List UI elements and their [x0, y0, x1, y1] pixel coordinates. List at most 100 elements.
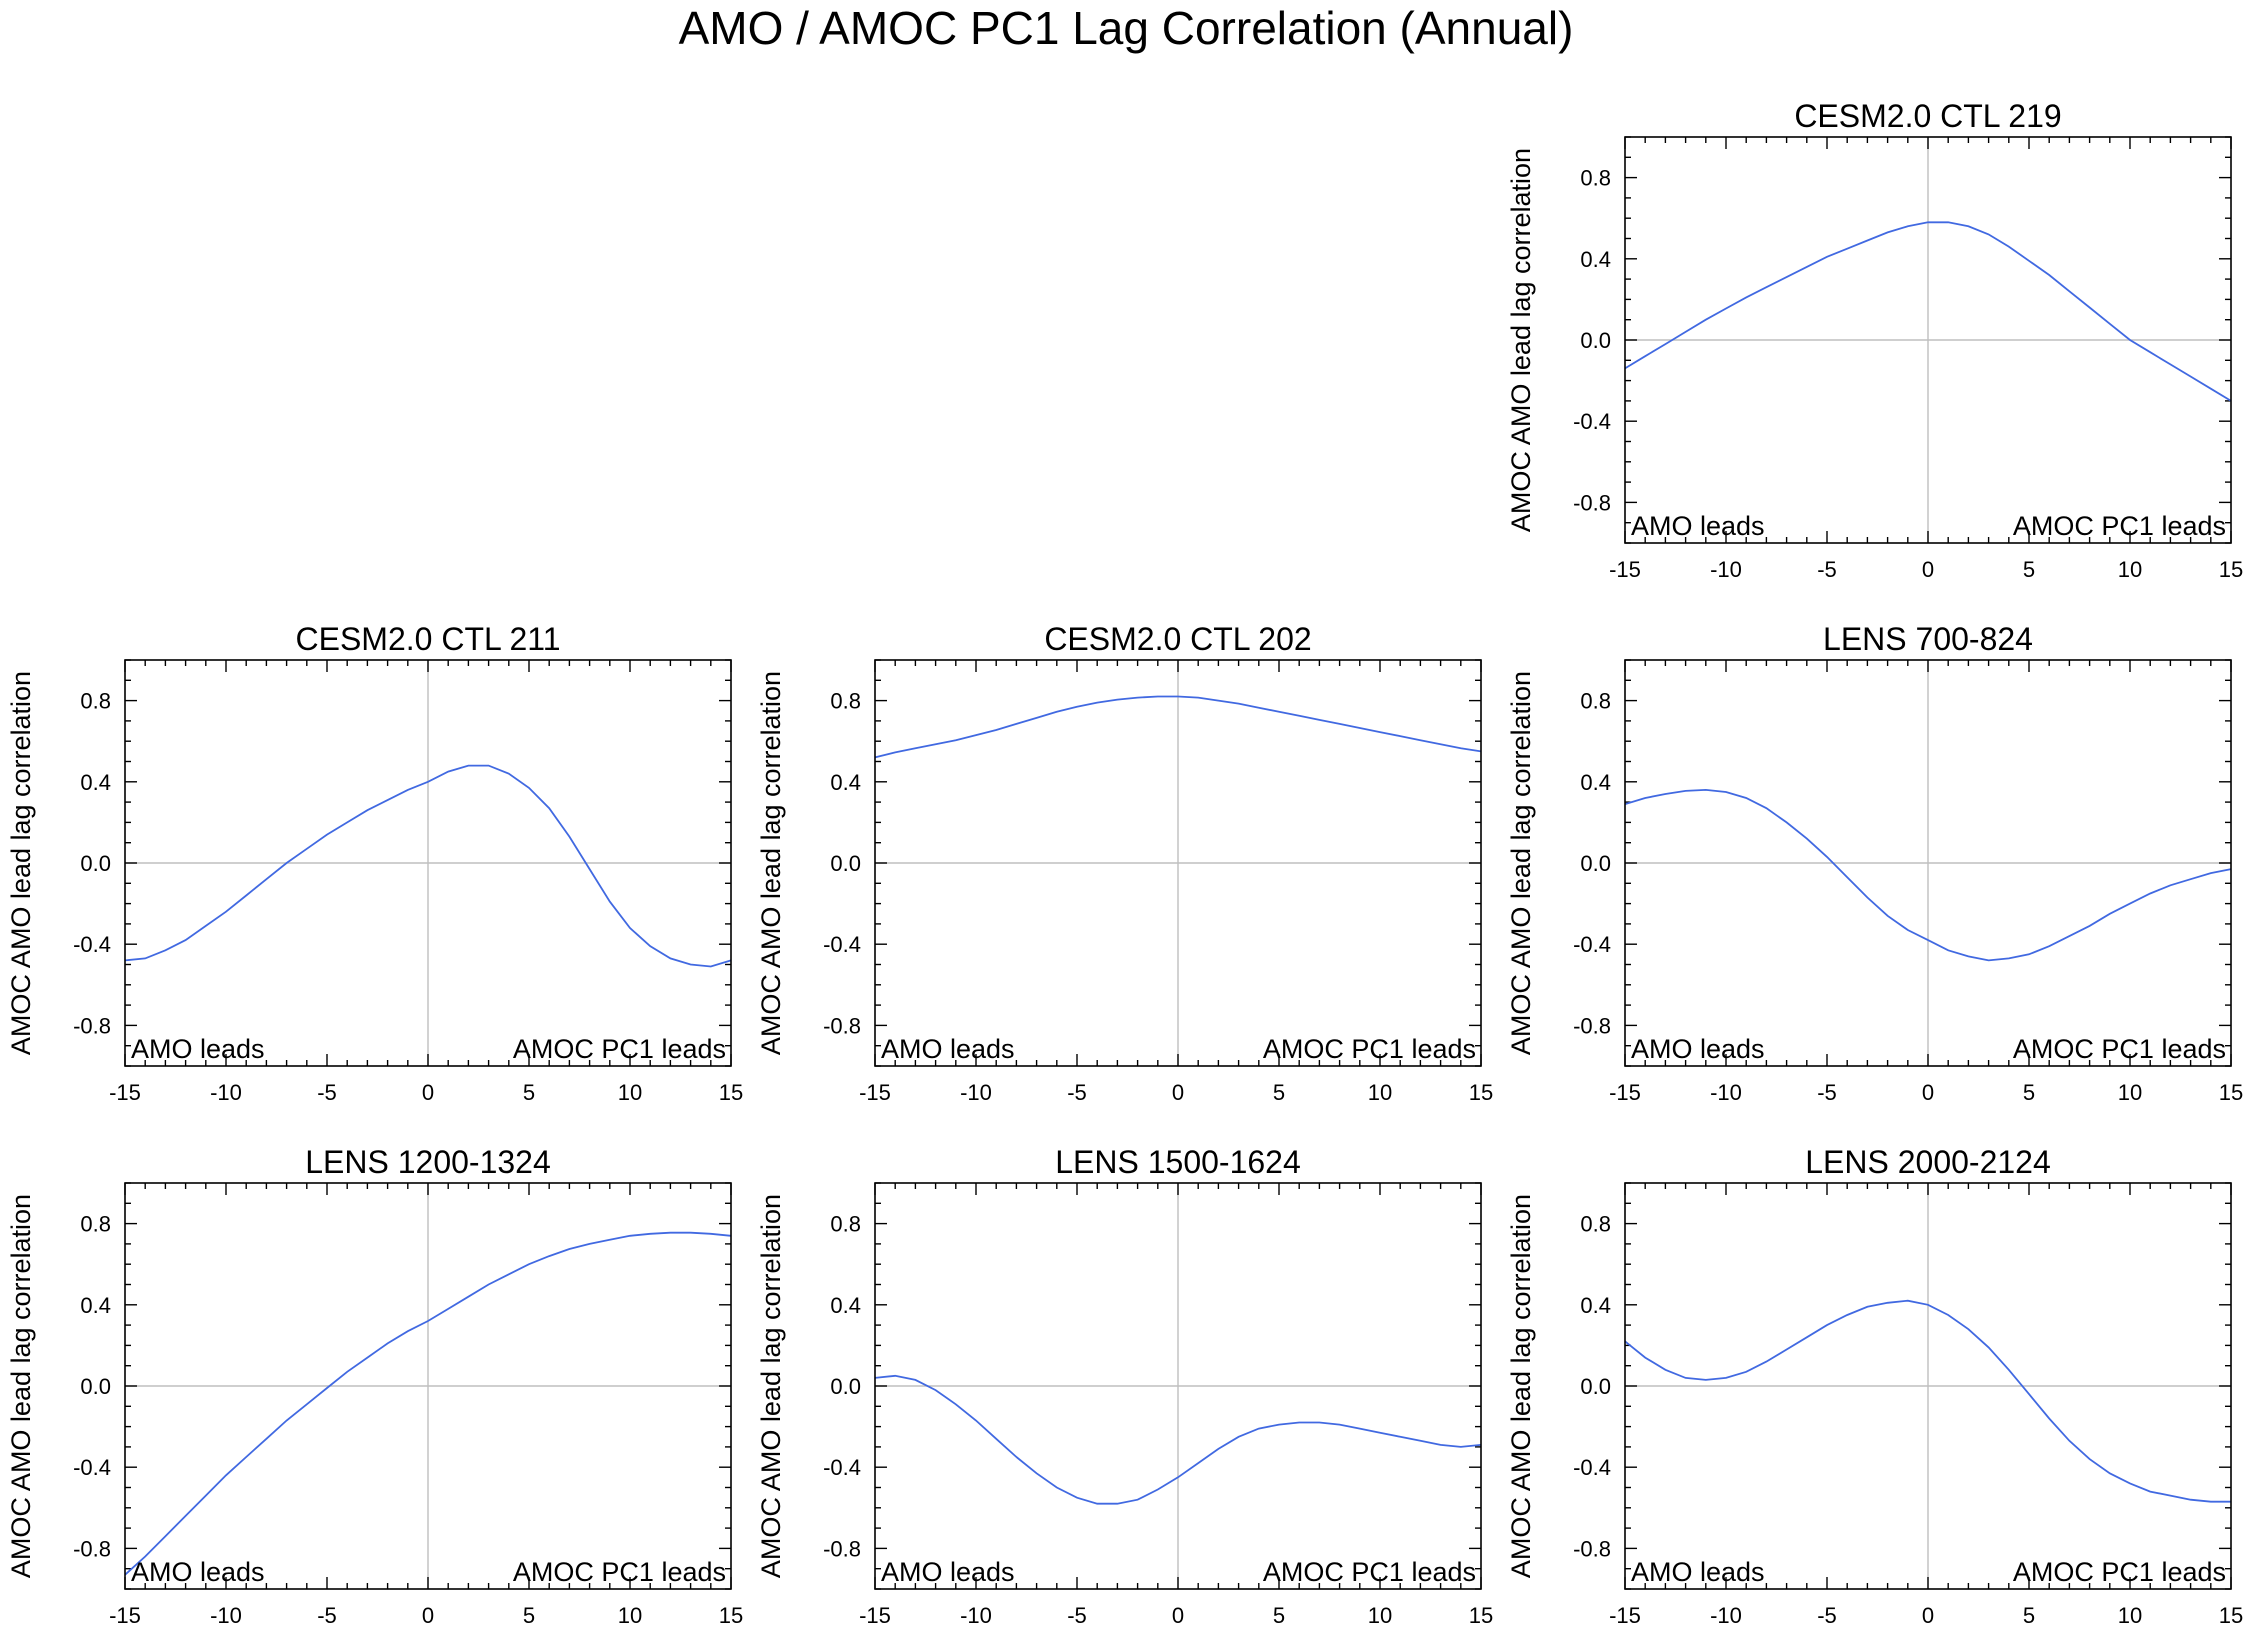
x-tick-label: -5	[317, 1080, 337, 1105]
y-axis-label: AMOC AMO lead lag correlation	[1506, 148, 1536, 532]
y-tick-label: -0.4	[1573, 1455, 1611, 1480]
y-tick-label: 0.4	[80, 1293, 111, 1318]
panel-title: LENS 2000-2124	[1805, 1144, 2051, 1180]
panel-title: CESM2.0 CTL 202	[1044, 621, 1311, 657]
x-tick-label: 5	[2023, 1603, 2035, 1628]
x-tick-label: -15	[1609, 1603, 1641, 1628]
y-axis-label: AMOC AMO lead lag correlation	[6, 671, 36, 1055]
y-tick-label: 0.8	[1580, 689, 1611, 714]
y-tick-label: 0.4	[830, 1293, 861, 1318]
x-tick-label: -10	[210, 1080, 242, 1105]
x-tick-label: 10	[2118, 1080, 2142, 1105]
y-axis-label: AMOC AMO lead lag correlation	[756, 671, 786, 1055]
annotation-amoc-pc1-leads: AMOC PC1 leads	[513, 1034, 726, 1064]
annotation-amoc-pc1-leads: AMOC PC1 leads	[1263, 1034, 1476, 1064]
x-tick-label: 10	[2118, 557, 2142, 582]
y-tick-label: -0.8	[823, 1013, 861, 1038]
y-axis-label: AMOC AMO lead lag correlation	[1506, 1194, 1536, 1578]
y-tick-label: -0.4	[73, 932, 111, 957]
y-tick-label: 0.8	[830, 689, 861, 714]
y-tick-label: -0.8	[73, 1013, 111, 1038]
x-tick-label: 15	[1469, 1603, 1493, 1628]
x-tick-label: 10	[1368, 1080, 1392, 1105]
x-tick-label: 0	[422, 1080, 434, 1105]
annotation-amoc-pc1-leads: AMOC PC1 leads	[2013, 1557, 2226, 1587]
panel-title: LENS 1200-1324	[305, 1144, 551, 1180]
y-tick-label: 0.0	[1580, 1374, 1611, 1399]
x-tick-label: 5	[1273, 1603, 1285, 1628]
plot-frame	[874, 659, 1482, 1067]
x-tick-label: 0	[1922, 1080, 1934, 1105]
y-tick-label: 0.0	[80, 851, 111, 876]
annotation-amoc-pc1-leads: AMOC PC1 leads	[1263, 1557, 1476, 1587]
x-tick-label: 15	[2219, 1603, 2243, 1628]
x-tick-label: 0	[1172, 1603, 1184, 1628]
y-axis-label: AMOC AMO lead lag correlation	[756, 1194, 786, 1578]
y-tick-label: 0.8	[830, 1212, 861, 1237]
x-tick-label: -15	[109, 1603, 141, 1628]
y-tick-label: -0.4	[73, 1455, 111, 1480]
y-tick-label: 0.8	[1580, 1212, 1611, 1237]
series-line	[1624, 788, 2232, 962]
plot-frame	[1624, 659, 2232, 1067]
panels-container: CESM2.0 CTL 219 -15 -10 -5 0 5 10 15 0.8 0.4 0.0 -0…	[6, 98, 2243, 1628]
axis-ticks	[124, 659, 732, 1067]
series-line	[124, 1231, 732, 1576]
x-tick-label: 15	[1469, 1080, 1493, 1105]
panel-2: CESM2.0 CTL 211 -15 -10 -5 0 5 10 15 0.8 0.4 0.0 -0…	[6, 621, 743, 1105]
series-line	[874, 695, 1482, 759]
panel-1: CESM2.0 CTL 219 -15 -10 -5 0 5 10 15 0.8 0.4 0.0 -0…	[1506, 98, 2243, 582]
y-tick-label: -0.8	[1573, 490, 1611, 515]
x-tick-label: -10	[960, 1603, 992, 1628]
y-tick-label: 0.4	[1580, 770, 1611, 795]
x-tick-label: -5	[317, 1603, 337, 1628]
x-tick-label: -5	[1817, 1603, 1837, 1628]
panel-title: LENS 1500-1624	[1055, 1144, 1301, 1180]
y-tick-label: -0.4	[823, 932, 861, 957]
x-tick-label: 5	[523, 1080, 535, 1105]
y-tick-label: 0.0	[830, 851, 861, 876]
x-tick-label: 15	[2219, 1080, 2243, 1105]
plot-frame	[124, 1182, 732, 1590]
plot-frame	[874, 1182, 1482, 1590]
series-line	[1624, 221, 2232, 402]
plot-frame	[1624, 136, 2232, 544]
y-tick-label: 0.0	[1580, 328, 1611, 353]
y-tick-label: 0.8	[80, 1212, 111, 1237]
panel-title: CESM2.0 CTL 219	[1794, 98, 2061, 134]
y-tick-label: 0.4	[1580, 1293, 1611, 1318]
x-tick-label: 5	[2023, 557, 2035, 582]
x-tick-label: 10	[2118, 1603, 2142, 1628]
x-tick-label: -10	[960, 1080, 992, 1105]
annotation-amo-leads: AMO leads	[131, 1557, 265, 1587]
y-tick-label: -0.4	[1573, 409, 1611, 434]
y-tick-label: 0.8	[80, 689, 111, 714]
x-tick-label: -5	[1817, 557, 1837, 582]
x-tick-label: 5	[2023, 1080, 2035, 1105]
annotation-amo-leads: AMO leads	[881, 1034, 1015, 1064]
x-tick-label: -5	[1817, 1080, 1837, 1105]
y-axis-label: AMOC AMO lead lag correlation	[1506, 671, 1536, 1055]
axis-ticks	[1624, 136, 2232, 544]
axis-ticks	[1624, 1182, 2232, 1590]
x-tick-label: -10	[1710, 557, 1742, 582]
x-tick-label: 10	[1368, 1603, 1392, 1628]
panel-3: CESM2.0 CTL 202 -15 -10 -5 0 5 10 15 0.8 0.4 0.0 -0…	[756, 621, 1493, 1105]
y-tick-label: 0.0	[80, 1374, 111, 1399]
annotation-amoc-pc1-leads: AMOC PC1 leads	[2013, 1034, 2226, 1064]
y-axis-label: AMOC AMO lead lag correlation	[6, 1194, 36, 1578]
x-tick-label: 15	[2219, 557, 2243, 582]
series-line	[124, 764, 732, 968]
x-tick-label: -15	[859, 1080, 891, 1105]
panel-5: LENS 1200-1324 -15 -10 -5 0 5 10 15 0.8 0.4 0.0 -0.…	[6, 1144, 743, 1628]
series-line	[1624, 1299, 2231, 1503]
panel-7: LENS 2000-2124 -15 -10 -5 0 5 10 15 0.8 0.4 0.0 -0.…	[1506, 1144, 2243, 1628]
x-tick-label: -5	[1067, 1603, 1087, 1628]
y-tick-label: -0.8	[823, 1536, 861, 1561]
panel-6: LENS 1500-1624 -15 -10 -5 0 5 10 15 0.8 0.4 0.0 -0.…	[756, 1144, 1493, 1628]
panel-4: LENS 700-824 -15 -10 -5 0 5 10 15 0.8 0.4 0.0 -0.4 -…	[1506, 621, 2243, 1105]
plot-frame	[124, 659, 732, 1067]
y-tick-label: 0.0	[1580, 851, 1611, 876]
figure-title: AMO / AMOC PC1 Lag Correlation (Annual)	[679, 2, 1574, 54]
